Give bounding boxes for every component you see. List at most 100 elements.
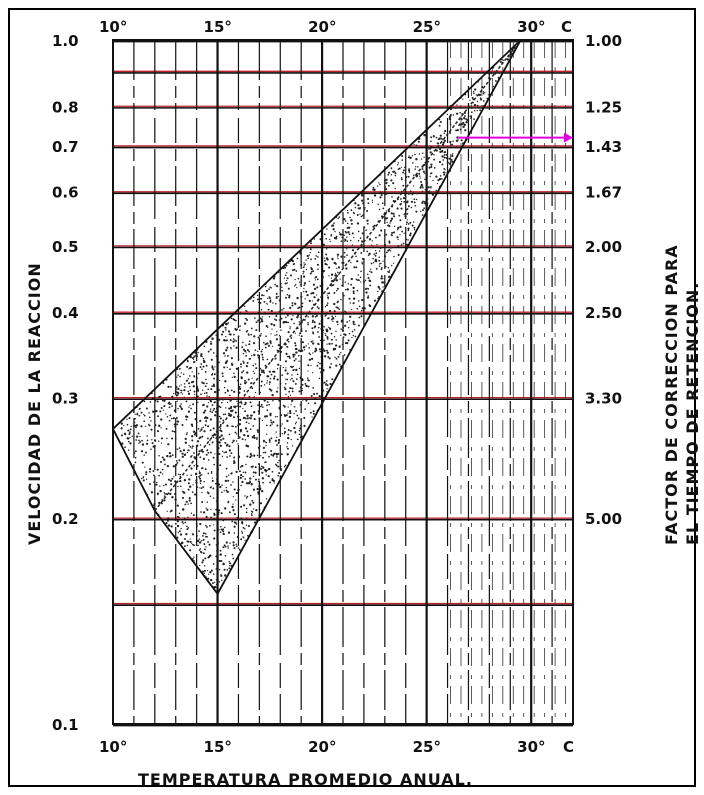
stipple-dot — [205, 515, 208, 519]
stipple-dot — [352, 297, 356, 300]
stipple-dot — [270, 421, 273, 424]
stipple-dot — [228, 407, 231, 410]
stipple-dot — [237, 335, 240, 338]
stipple-dot — [389, 246, 392, 249]
stipple-dot — [443, 132, 446, 135]
stipple-dot — [231, 520, 234, 523]
stipple-dot — [408, 155, 410, 157]
stipple-dot — [216, 392, 219, 395]
stipple-dot — [174, 437, 177, 440]
stipple-dot — [195, 522, 198, 525]
stipple-dot — [313, 287, 317, 291]
stipple-dot — [335, 339, 338, 341]
stipple-dot — [323, 257, 326, 259]
stipple-dot — [330, 277, 332, 279]
stipple-dot — [417, 140, 420, 143]
stipple-dot — [265, 415, 268, 418]
stipple-dot — [151, 439, 153, 441]
stipple-dot — [171, 395, 174, 399]
stipple-dot — [253, 411, 256, 414]
stipple-dot — [190, 512, 193, 515]
stipple-dot — [338, 216, 341, 218]
stipple-dot — [371, 199, 374, 201]
stipple-dot — [345, 267, 348, 270]
stipple-dot — [443, 139, 446, 142]
stipple-dot — [285, 393, 287, 396]
stipple-dot — [245, 417, 247, 420]
stipple-dot — [135, 426, 137, 429]
y2-tick-label: 2.00 — [585, 238, 622, 256]
stipple-dot — [164, 463, 166, 466]
stipple-dot — [314, 325, 317, 328]
stipple-dot — [225, 329, 227, 331]
stipple-dot — [452, 153, 454, 155]
stipple-dot — [163, 491, 165, 494]
stipple-dot — [446, 146, 449, 149]
stipple-dot — [194, 432, 197, 435]
stipple-dot — [415, 210, 418, 213]
stipple-dot — [275, 314, 278, 318]
stipple-dot — [303, 264, 305, 266]
stipple-dot — [261, 356, 264, 359]
stipple-dot — [324, 262, 327, 266]
stipple-dot — [193, 390, 196, 393]
stipple-dot — [301, 389, 304, 392]
stipple-dot — [174, 480, 177, 483]
stipple-dot — [378, 265, 381, 267]
stipple-dot — [193, 544, 196, 546]
stipple-dot — [316, 306, 319, 308]
stipple-dot — [222, 330, 225, 333]
stipple-dot — [141, 461, 144, 464]
stipple-dot — [286, 378, 289, 381]
stipple-dot — [495, 79, 497, 82]
stipple-dot — [212, 352, 215, 354]
stipple-dot — [233, 345, 235, 347]
stipple-dot — [261, 316, 264, 318]
stipple-dot — [464, 112, 467, 114]
stipple-dot — [463, 115, 466, 117]
stipple-dot — [406, 201, 409, 204]
stipple-dot — [403, 200, 406, 203]
stipple-dot — [343, 274, 345, 277]
stipple-dot — [202, 552, 205, 555]
stipple-dot — [228, 333, 231, 336]
stipple-dot — [223, 339, 226, 342]
stipple-dot — [216, 468, 220, 471]
stipple-dot — [292, 369, 295, 372]
stipple-dot — [275, 338, 279, 341]
stipple-dot — [383, 255, 387, 258]
stipple-dot — [262, 481, 264, 484]
stipple-dot — [386, 224, 389, 227]
stipple-dot — [384, 180, 386, 183]
stipple-dot — [430, 140, 432, 143]
stipple-dot — [326, 336, 329, 339]
stipple-dot — [244, 495, 246, 497]
stipple-dot — [213, 512, 216, 515]
stipple-dot — [390, 167, 393, 170]
stipple-dot — [244, 439, 247, 441]
stipple-dot — [390, 212, 393, 215]
stipple-dot — [259, 502, 263, 505]
stipple-dot — [370, 244, 373, 246]
stipple-dot — [320, 371, 323, 374]
stipple-dot — [430, 186, 432, 189]
stipple-dot — [293, 412, 295, 415]
stipple-dot — [346, 222, 349, 225]
stipple-dot — [188, 449, 190, 451]
stipple-dot — [222, 562, 225, 565]
stipple-dot — [406, 213, 408, 215]
stipple-dot — [265, 289, 269, 292]
stipple-dot — [463, 123, 467, 127]
stipple-dot — [166, 437, 168, 440]
stipple-dot — [229, 562, 232, 565]
stipple-dot — [233, 513, 236, 516]
stipple-dot — [318, 336, 320, 338]
stipple-dot — [179, 485, 182, 488]
stipple-dot — [209, 342, 213, 345]
stipple-dot — [330, 318, 333, 321]
stipple-dot — [475, 94, 477, 96]
stipple-dot — [235, 367, 238, 370]
stipple-dot — [232, 496, 235, 498]
stipple-dot — [239, 476, 242, 480]
stipple-dot — [420, 185, 422, 187]
